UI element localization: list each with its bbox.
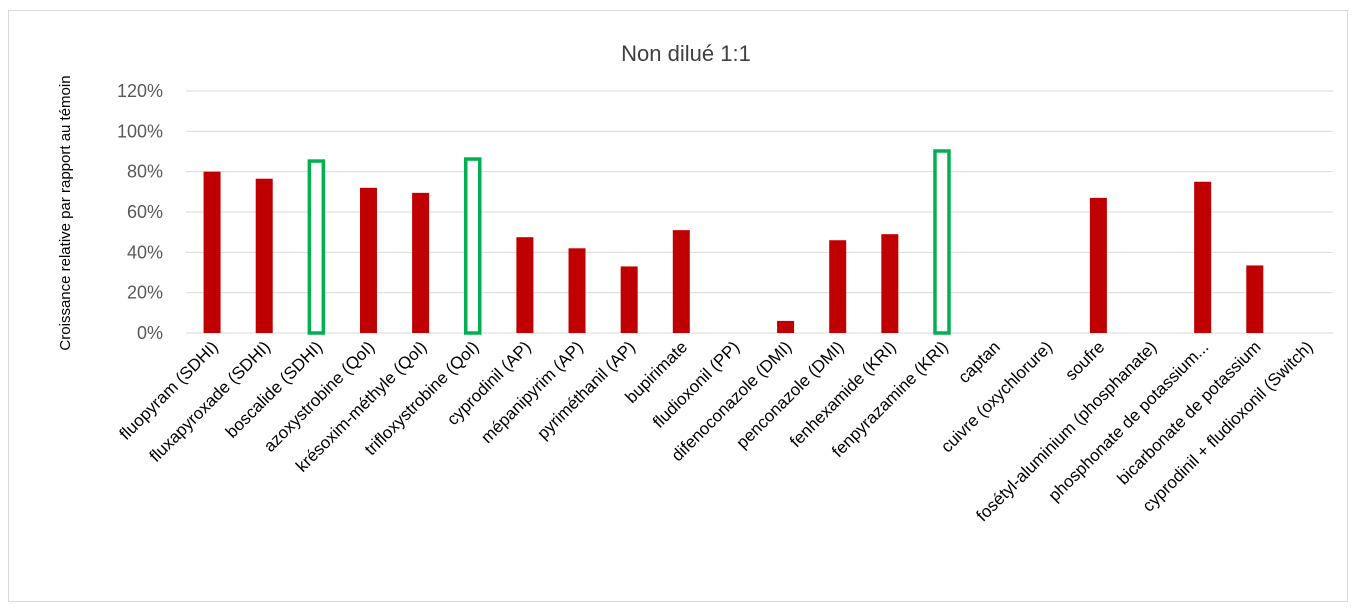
bar-2 (307, 159, 326, 335)
x-axis-ticks: fluopyram (SDHI)fluxapyroxade (SDHI)bosc… (116, 337, 1317, 525)
x-tick-label: captan (954, 337, 1004, 387)
y-tick-label: 100% (117, 121, 163, 141)
chart-title: Non dilué 1:1 (621, 41, 751, 66)
x-tick-label: pyriméthanil (AP) (533, 337, 639, 443)
bar-17 (1089, 197, 1107, 333)
y-tick-label: 40% (127, 242, 163, 262)
y-tick-label: 20% (127, 283, 163, 303)
bar-7 (568, 248, 586, 333)
bar-0 (203, 171, 221, 333)
y-tick-label: 0% (137, 323, 163, 343)
x-tick-label: fluopyram (SDHI) (116, 337, 222, 443)
bar-12 (829, 240, 847, 333)
bar-11 (777, 320, 795, 333)
y-axis-ticks: 0% 20% 40% 60% 80% 100% 120% (117, 81, 163, 343)
bar-8 (620, 266, 638, 333)
bar-5 (464, 157, 482, 335)
x-tick-label: soufre (1061, 337, 1108, 384)
bar-14 (933, 149, 951, 335)
bar-4 (412, 192, 430, 333)
bar-6 (516, 237, 534, 333)
y-tick-label: 60% (127, 202, 163, 222)
bar-1 (255, 178, 273, 333)
y-tick-label: 80% (127, 162, 163, 182)
bar-3 (359, 187, 377, 333)
gridlines (186, 90, 1333, 334)
y-tick-label: 120% (117, 81, 163, 101)
y-axis-label: Croissance relative par rapport au témoi… (57, 75, 74, 350)
bar-20 (1246, 265, 1264, 333)
bars (203, 149, 1264, 335)
x-tick-label: boscalide (SDHI) (222, 337, 326, 441)
bar-13 (881, 234, 899, 333)
bar-19 (1194, 181, 1212, 333)
bar-9 (672, 230, 690, 333)
